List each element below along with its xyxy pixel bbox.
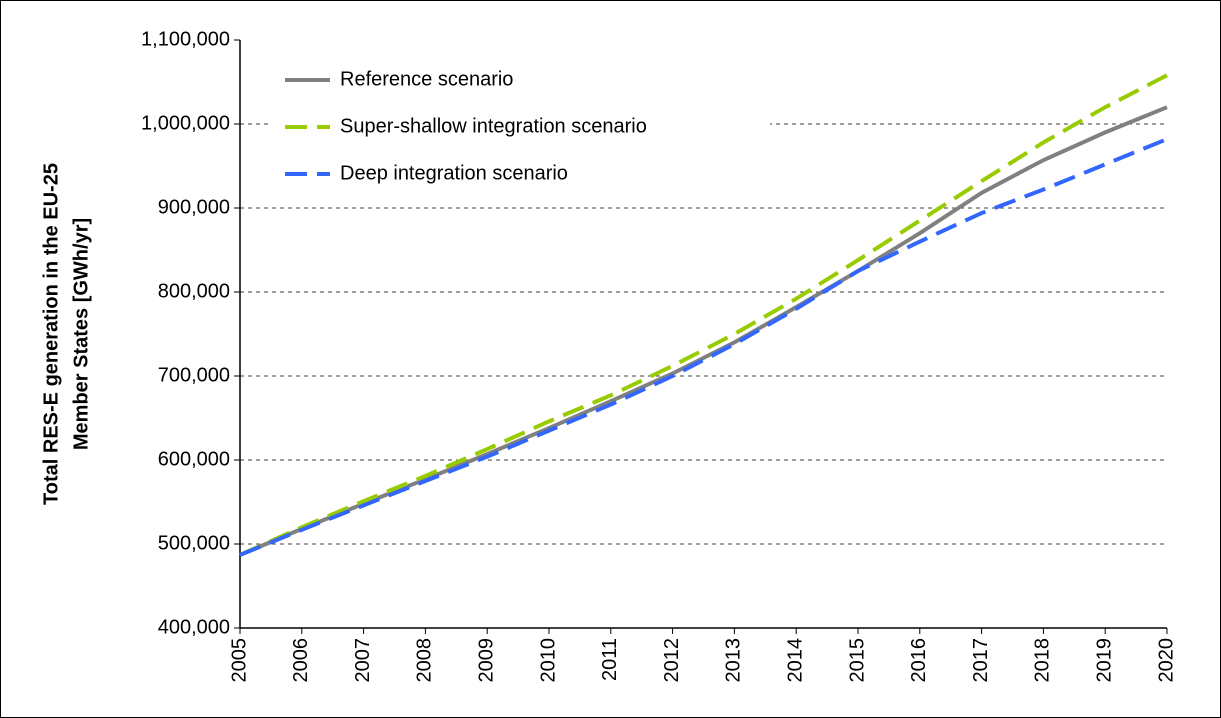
- legend-label: Super-shallow integration scenario: [340, 115, 647, 137]
- x-tick-label: 2019: [1093, 638, 1115, 683]
- x-tick-label: 2012: [661, 638, 683, 683]
- x-tick-label: 2010: [537, 638, 559, 683]
- legend-box: [270, 58, 770, 198]
- y-tick-label: 1,000,000: [141, 112, 230, 134]
- x-tick-label: 2009: [475, 638, 497, 683]
- y-axis-label: Total RES-E generation in the EU-25: [40, 163, 62, 505]
- series-line: [239, 73, 1168, 557]
- y-tick-label: 500,000: [158, 532, 230, 554]
- x-tick-label: 2016: [908, 638, 930, 683]
- legend-label: Deep integration scenario: [340, 162, 568, 184]
- x-tick-label: 2007: [352, 638, 374, 683]
- series-line: [239, 137, 1168, 557]
- x-tick-label: 2018: [1032, 638, 1054, 683]
- y-tick-label: 900,000: [158, 196, 230, 218]
- y-tick-label: 800,000: [158, 280, 230, 302]
- x-tick-label: 2017: [970, 638, 992, 683]
- y-tick-label: 1,100,000: [141, 28, 230, 50]
- legend-label: Reference scenario: [340, 68, 513, 90]
- x-tick-label: 2014: [784, 638, 806, 683]
- y-tick-label: 600,000: [158, 448, 230, 470]
- x-tick-label: 2015: [846, 638, 868, 683]
- x-tick-label: 2011: [599, 638, 621, 681]
- x-tick-label: 2006: [290, 638, 312, 683]
- x-tick-label: 2020: [1155, 638, 1177, 683]
- x-tick-label: 2008: [414, 638, 436, 683]
- y-tick-label: 400,000: [158, 616, 230, 638]
- x-tick-label: 2013: [723, 638, 745, 683]
- x-tick-label: 2005: [228, 638, 250, 683]
- y-tick-label: 700,000: [158, 364, 230, 386]
- y-axis-label: Member States [GWh/yr]: [70, 218, 92, 450]
